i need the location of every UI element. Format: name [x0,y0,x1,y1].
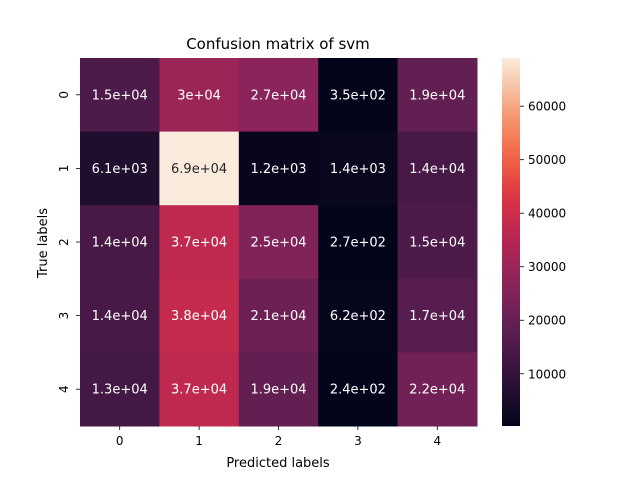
colorbar-tick-label: 40000 [528,207,566,221]
heatmap-cell-r2-c4 [397,205,478,280]
heatmap-cell-r0-c4 [397,58,478,133]
chart-title: Confusion matrix of svm [186,35,370,53]
colorbar-tick-label: 50000 [528,153,566,167]
heatmap-cell-r4-c3 [318,352,399,427]
heatmap-cell-r3-c0 [80,278,160,353]
heatmap-cells: 1.5e+04 3e+04 2.7e+04 3.5e+02 1.9e+04 6.1e+03… [80,58,478,427]
heatmap-cell-r0-c0 [80,58,160,133]
cell-value-label: 2.5e+04 [250,236,306,251]
heatmap-cell-r2-c2 [238,205,319,280]
heatmap-cell-r2-c1 [159,205,240,280]
cell-value-label: 1.5e+04 [409,236,465,251]
heatmap-cell-r1-c2 [238,131,319,206]
cell-value-label: 6.9e+04 [171,162,227,177]
cell-value-label: 2.2e+04 [409,383,465,398]
cell-value-label: 1.4e+04 [409,162,465,177]
heatmap-cell-r2-c0 [80,205,160,280]
y-tick-label: 4 [57,385,71,393]
y-tick-label: 2 [57,238,71,246]
heatmap-cell-r1-c0 [80,131,160,206]
colorbar-tick-label: 60000 [528,100,566,114]
x-tick-label: 4 [433,434,441,448]
heatmap-cell-r3-c4 [397,278,478,353]
cell-value-label: 2.7e+02 [330,236,386,251]
cell-value-label: 2.1e+04 [250,309,306,324]
y-tick-label: 0 [57,91,71,99]
heatmap-cell-r1-c3 [318,131,399,206]
x-tick-label: 1 [195,434,203,448]
y-tick-labels: 0 1 2 3 4 [57,91,80,393]
heatmap-cell-r3-c1 [159,278,240,353]
cell-value-label: 6.1e+03 [92,162,148,177]
heatmap-cell-r1-c1 [159,131,240,206]
y-axis-label: True labels [36,208,51,279]
colorbar-tick-label: 20000 [528,314,566,328]
cell-value-label: 1.9e+04 [409,88,465,103]
colorbar-tick-label: 30000 [528,260,566,274]
cell-value-label: 3e+04 [177,88,221,103]
cell-value-label: 3.7e+04 [171,236,227,251]
y-tick-label: 3 [57,312,71,320]
cell-value-label: 1.4e+04 [92,309,148,324]
heatmap-cell-r4-c0 [80,352,160,427]
x-tick-label: 0 [116,434,124,448]
heatmap-cell-r3-c2 [238,278,319,353]
colorbar-gradient [502,58,520,426]
heatmap-cell-r0-c3 [318,58,399,133]
cell-value-label: 1.4e+03 [330,162,386,177]
heatmap-cell-r0-c2 [238,58,319,133]
y-tick-label: 1 [57,165,71,173]
x-tick-label: 2 [275,434,283,448]
heatmap-cell-r0-c1 [159,58,240,133]
cell-value-label: 3.8e+04 [171,309,227,324]
cell-value-label: 6.2e+02 [330,309,386,324]
heatmap-cell-r2-c3 [318,205,399,280]
heatmap-cell-r3-c3 [318,278,399,353]
heatmap-cell-r4-c2 [238,352,319,427]
cell-value-label: 2.7e+04 [250,88,306,103]
cell-value-label: 3.5e+02 [330,88,386,103]
heatmap-cell-r1-c4 [397,131,478,206]
cell-value-label: 1.3e+04 [92,383,148,398]
x-tick-label: 3 [354,434,362,448]
colorbar-tick-label: 10000 [528,367,566,381]
cell-value-label: 1.9e+04 [250,383,306,398]
colorbar: 10000 20000 30000 40000 50000 60000 [502,58,566,426]
heatmap-cell-r4-c4 [397,352,478,427]
cell-value-label: 2.4e+02 [330,383,386,398]
x-axis-label: Predicted labels [226,456,330,471]
heatmap-cell-r4-c1 [159,352,240,427]
cell-value-label: 1.7e+04 [409,309,465,324]
cell-value-label: 1.2e+03 [250,162,306,177]
cell-value-label: 3.7e+04 [171,383,227,398]
x-tick-labels: 0 1 2 3 4 [116,426,441,448]
cell-value-label: 1.5e+04 [92,88,148,103]
cell-value-label: 1.4e+04 [92,236,148,251]
